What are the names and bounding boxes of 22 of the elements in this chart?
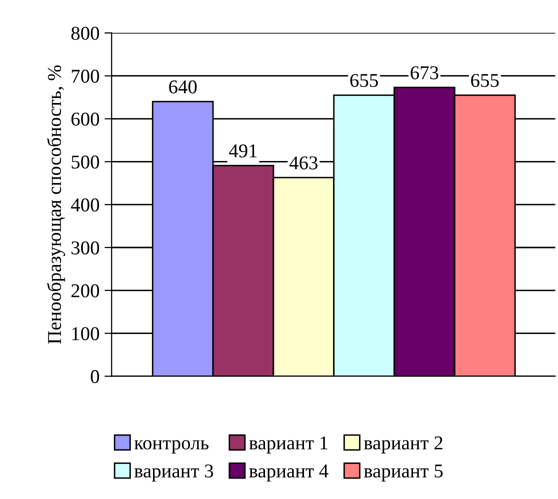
data-label: 655 <box>471 74 499 88</box>
data-label: 640 <box>169 80 197 94</box>
legend-label: контроль <box>134 440 209 454</box>
y-tick-label: 100 <box>72 327 100 340</box>
y-tick-label: 0 <box>90 370 100 384</box>
y-tick-label: 700 <box>72 70 100 83</box>
legend-label: вариант 4 <box>249 464 328 482</box>
data-label: 655 <box>350 74 378 88</box>
y-tick-label: 800 <box>71 26 100 40</box>
y-tick-label: 400 <box>71 198 100 212</box>
legend-label: вариант 2 <box>364 436 442 454</box>
y-tick-label: 200 <box>71 284 100 298</box>
legend-label: вариант 3 <box>134 464 214 482</box>
y-tick-label: 500 <box>72 155 100 169</box>
y-tick-label: 300 <box>72 241 100 254</box>
legend-label: вариант 1 <box>249 436 328 454</box>
data-label: 673 <box>410 66 438 80</box>
data-label: 463 <box>289 156 318 170</box>
y-tick-label: 600 <box>71 112 100 126</box>
legend-label: вариант 5 <box>364 464 443 482</box>
data-label: 491 <box>229 144 257 158</box>
y-axis-title: Пенообразующая способность, % <box>46 65 66 344</box>
